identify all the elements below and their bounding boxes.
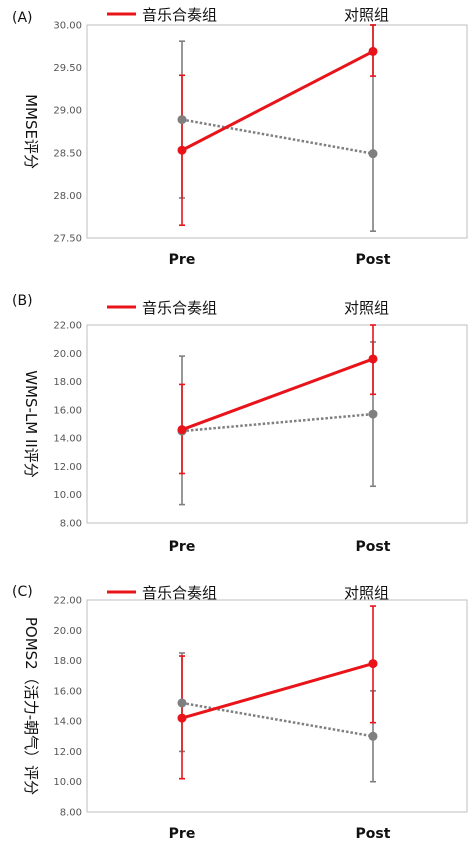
y-tick-label: 12.00 bbox=[53, 462, 82, 473]
y-tick-label: 30.00 bbox=[53, 21, 82, 32]
series-line bbox=[181, 701, 374, 738]
plot-frame bbox=[86, 599, 468, 813]
data-point bbox=[368, 731, 378, 741]
chart-panel-3: 8.00 10.00 12.00 14.00 16.00 18.00 20.00 22.00 P… bbox=[12, 584, 468, 842]
y-axis-label: MMSE评分 bbox=[22, 94, 40, 169]
y-tick-label: 29.50 bbox=[53, 63, 82, 74]
y-tick-label: 8.00 bbox=[60, 808, 82, 819]
x-tick-label: Pre bbox=[169, 826, 196, 842]
series-line bbox=[181, 412, 374, 433]
y-tick-label: 14.00 bbox=[53, 717, 82, 728]
data-point bbox=[368, 354, 378, 364]
x-tick-label: Pre bbox=[169, 252, 196, 268]
panel-label: (C) bbox=[12, 584, 33, 600]
data-point bbox=[368, 659, 378, 669]
y-axis-label: WMS-LM II评分 bbox=[22, 370, 40, 478]
y-axis-label: POMS2（活力-朝气）评分 bbox=[22, 617, 40, 795]
y-tick-label: 16.00 bbox=[53, 405, 82, 416]
data-point bbox=[177, 425, 187, 435]
y-tick-label: 12.00 bbox=[53, 747, 82, 758]
y-tick-label: 8.00 bbox=[60, 519, 82, 530]
legend: 音乐合奏组 对照组 bbox=[107, 299, 389, 317]
legend-label: 对照组 bbox=[344, 299, 389, 317]
panel-label: (B) bbox=[12, 293, 33, 309]
series-line bbox=[181, 662, 374, 720]
x-tick-label: Pre bbox=[169, 539, 196, 555]
legend-label: 对照组 bbox=[344, 6, 389, 24]
y-tick-label: 18.00 bbox=[53, 377, 82, 388]
plot-frame bbox=[86, 24, 468, 239]
y-tick-label: 10.00 bbox=[53, 777, 82, 788]
legend-label: 音乐合奏组 bbox=[142, 299, 217, 317]
legend-label: 对照组 bbox=[344, 584, 389, 602]
series-line bbox=[181, 118, 374, 155]
series-control bbox=[179, 24, 376, 232]
y-tick-label: 28.50 bbox=[53, 148, 82, 159]
data-point bbox=[177, 115, 187, 125]
legend-label: 音乐合奏组 bbox=[142, 6, 217, 24]
y-tick-label: 10.00 bbox=[53, 490, 82, 501]
data-point bbox=[177, 713, 187, 723]
chart-panel-1: 27.50 28.00 28.50 29.00 29.50 30.00 Pre Post (A)… bbox=[12, 6, 468, 268]
data-point bbox=[177, 145, 187, 155]
x-tick-label: Post bbox=[356, 252, 391, 268]
y-tick-label: 20.00 bbox=[53, 626, 82, 637]
y-tick-label: 14.00 bbox=[53, 434, 82, 445]
panel-label: (A) bbox=[12, 10, 33, 26]
x-tick-label: Post bbox=[356, 826, 391, 842]
y-tick-label: 22.00 bbox=[53, 321, 82, 332]
legend: 音乐合奏组 对照组 bbox=[107, 584, 389, 602]
y-tick-label: 28.00 bbox=[53, 191, 82, 202]
data-point bbox=[177, 698, 187, 708]
plot-frame bbox=[86, 324, 468, 524]
y-tick-label: 16.00 bbox=[53, 686, 82, 697]
data-point bbox=[368, 46, 378, 56]
y-tick-label: 22.00 bbox=[53, 596, 82, 607]
x-tick-label: Post bbox=[356, 539, 391, 555]
legend-label: 音乐合奏组 bbox=[142, 584, 217, 602]
y-tick-label: 18.00 bbox=[53, 656, 82, 667]
series-line bbox=[181, 357, 374, 432]
y-tick-label: 27.50 bbox=[53, 234, 82, 245]
chart-panel-2: 8.00 10.00 12.00 14.00 16.00 18.00 20.00 22.00 P… bbox=[12, 293, 468, 555]
legend: 音乐合奏组 对照组 bbox=[107, 6, 389, 24]
data-point bbox=[368, 149, 378, 159]
y-tick-label: 29.00 bbox=[53, 106, 82, 117]
series-line bbox=[181, 50, 374, 152]
series-music bbox=[179, 324, 376, 475]
data-point bbox=[368, 409, 378, 419]
y-tick-label: 20.00 bbox=[53, 349, 82, 360]
